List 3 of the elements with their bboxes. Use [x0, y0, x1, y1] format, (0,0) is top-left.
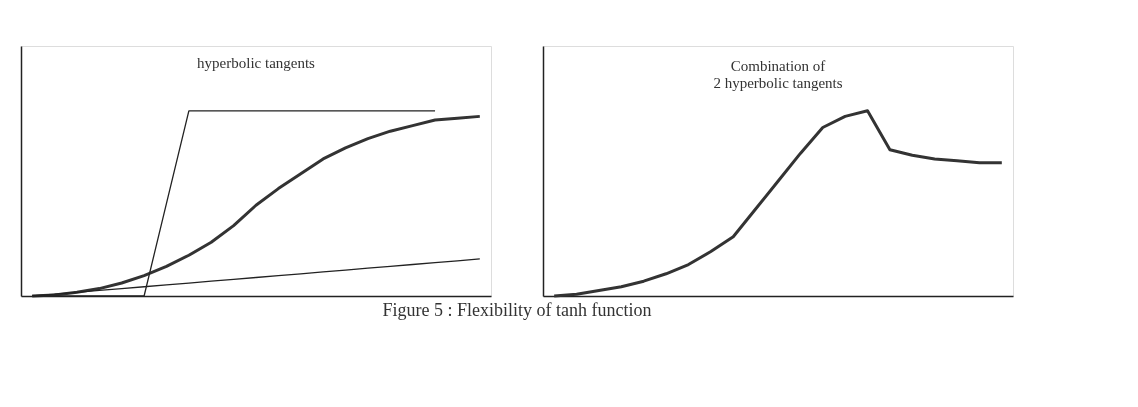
chart-title: Combination of 2 hyperbolic tangents — [713, 58, 843, 91]
chart-title: hyperbolic tangents — [197, 55, 316, 71]
caption: Figure 5 : Flexibility of tanh function — [382, 300, 652, 320]
